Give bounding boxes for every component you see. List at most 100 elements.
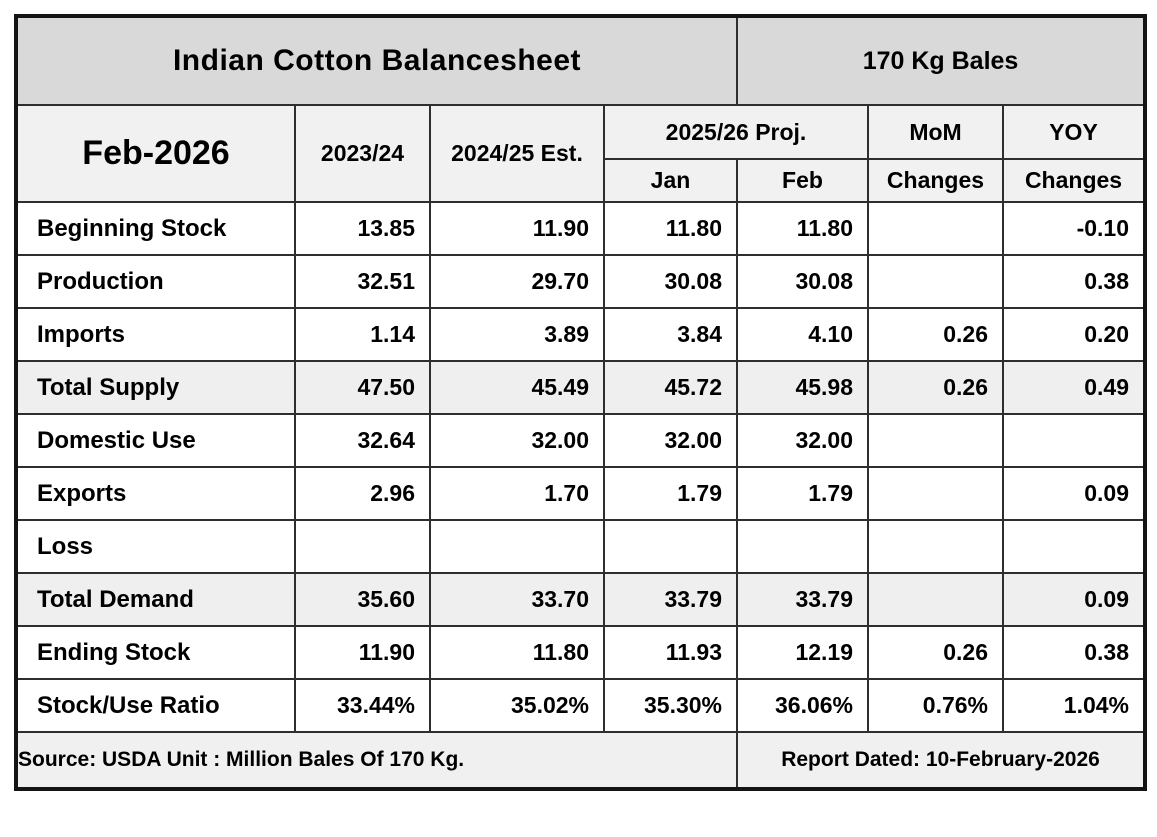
cell-2024-25: 11.90 — [429, 201, 605, 256]
row-label: Beginning Stock — [15, 201, 296, 256]
cell-feb — [736, 519, 869, 574]
column-header-yoy-changes: Changes — [1001, 158, 1147, 203]
cell-yoy: 0.20 — [1001, 307, 1147, 362]
cell-2023-24 — [294, 519, 431, 574]
cell-yoy: -0.10 — [1001, 201, 1147, 256]
table-row-total-supply: Total Supply 47.50 45.49 45.72 45.98 0.2… — [15, 360, 1147, 415]
cell-jan: 35.30% — [603, 678, 738, 733]
cell-yoy: 0.09 — [1001, 466, 1147, 521]
cell-yoy: 1.04% — [1001, 678, 1147, 733]
cell-yoy — [1001, 413, 1147, 468]
cell-jan: 45.72 — [603, 360, 738, 415]
cell-feb: 1.79 — [736, 466, 869, 521]
cell-feb: 45.98 — [736, 360, 869, 415]
cell-2024-25: 29.70 — [429, 254, 605, 309]
row-label: Total Supply — [15, 360, 296, 415]
column-header-2025-26-proj: 2025/26 Proj. — [603, 104, 869, 160]
cell-jan: 32.00 — [603, 413, 738, 468]
cell-mom: 0.76% — [867, 678, 1004, 733]
cell-feb: 33.79 — [736, 572, 869, 627]
cell-yoy: 0.38 — [1001, 254, 1147, 309]
cell-2023-24: 33.44% — [294, 678, 431, 733]
cell-2023-24: 47.50 — [294, 360, 431, 415]
cell-2024-25: 35.02% — [429, 678, 605, 733]
cell-mom — [867, 572, 1004, 627]
row-label: Ending Stock — [15, 625, 296, 680]
cell-2023-24: 11.90 — [294, 625, 431, 680]
cell-mom — [867, 201, 1004, 256]
cell-yoy — [1001, 519, 1147, 574]
table-row-domestic-use: Domestic Use 32.64 32.00 32.00 32.00 — [15, 413, 1147, 468]
cell-2024-25: 33.70 — [429, 572, 605, 627]
cell-2023-24: 32.64 — [294, 413, 431, 468]
row-label: Exports — [15, 466, 296, 521]
cell-feb: 36.06% — [736, 678, 869, 733]
cell-2024-25 — [429, 519, 605, 574]
cell-yoy: 0.09 — [1001, 572, 1147, 627]
column-header-mom-changes: Changes — [867, 158, 1004, 203]
column-header-2023-24: 2023/24 — [294, 104, 431, 203]
cell-jan: 11.93 — [603, 625, 738, 680]
table-row-loss: Loss — [15, 519, 1147, 574]
column-header-jan: Jan — [603, 158, 738, 203]
column-header-yoy: YOY — [1001, 104, 1147, 160]
cell-2024-25: 45.49 — [429, 360, 605, 415]
cell-mom — [867, 413, 1004, 468]
header-row-top: Feb-2026 2023/24 2024/25 Est. 2025/26 Pr… — [15, 104, 1147, 203]
cell-feb: 32.00 — [736, 413, 869, 468]
cell-2023-24: 1.14 — [294, 307, 431, 362]
title-row: Indian Cotton Balancesheet 170 Kg Bales — [15, 15, 1147, 106]
table-row-imports: Imports 1.14 3.89 3.84 4.10 0.26 0.20 — [15, 307, 1147, 362]
cell-yoy: 0.49 — [1001, 360, 1147, 415]
cell-mom: 0.26 — [867, 625, 1004, 680]
cell-feb: 12.19 — [736, 625, 869, 680]
cell-mom — [867, 519, 1004, 574]
row-label: Domestic Use — [15, 413, 296, 468]
cell-mom: 0.26 — [867, 307, 1004, 362]
cotton-balancesheet-table: Indian Cotton Balancesheet 170 Kg Bales … — [14, 14, 1148, 791]
cell-feb: 30.08 — [736, 254, 869, 309]
table-row-production: Production 32.51 29.70 30.08 30.08 0.38 — [15, 254, 1147, 309]
column-header-2024-25: 2024/25 Est. — [429, 104, 605, 203]
report-date: Report Dated: 10-February-2026 — [735, 731, 1147, 790]
cell-mom — [867, 254, 1004, 309]
cell-2024-25: 1.70 — [429, 466, 605, 521]
column-header-mom: MoM — [867, 104, 1004, 160]
cell-2024-25: 11.80 — [429, 625, 605, 680]
cell-jan: 3.84 — [603, 307, 738, 362]
cell-jan: 30.08 — [603, 254, 738, 309]
cell-2023-24: 2.96 — [294, 466, 431, 521]
source-note: Source: USDA Unit : Million Bales Of 170… — [15, 731, 738, 790]
row-label: Total Demand — [15, 572, 296, 627]
table-row-stock-use-ratio: Stock/Use Ratio 33.44% 35.02% 35.30% 36.… — [15, 678, 1147, 733]
cell-2023-24: 35.60 — [294, 572, 431, 627]
table-row-beginning-stock: Beginning Stock 13.85 11.90 11.80 11.80 … — [15, 201, 1147, 256]
column-header-feb: Feb — [736, 158, 869, 203]
header-row-sub: Jan Feb Changes Changes — [16, 158, 1147, 203]
cell-2024-25: 3.89 — [429, 307, 605, 362]
row-label: Production — [15, 254, 296, 309]
page-title: Indian Cotton Balancesheet — [15, 15, 738, 106]
balancesheet-container: Indian Cotton Balancesheet 170 Kg Bales … — [14, 14, 1148, 791]
report-month-label: Feb-2026 — [15, 104, 296, 203]
cell-2023-24: 13.85 — [294, 201, 431, 256]
table-row-exports: Exports 2.96 1.70 1.79 1.79 0.09 — [15, 466, 1147, 521]
cell-jan: 11.80 — [603, 201, 738, 256]
row-label: Stock/Use Ratio — [15, 678, 296, 733]
cell-feb: 4.10 — [736, 307, 869, 362]
cell-jan: 1.79 — [603, 466, 738, 521]
cell-2023-24: 32.51 — [294, 254, 431, 309]
cell-mom — [867, 466, 1004, 521]
cell-2024-25: 32.00 — [429, 413, 605, 468]
cell-jan — [603, 519, 738, 574]
footer-row: Source: USDA Unit : Million Bales Of 170… — [15, 731, 1147, 790]
cell-jan: 33.79 — [603, 572, 738, 627]
cell-feb: 11.80 — [736, 201, 869, 256]
unit-badge: 170 Kg Bales — [735, 15, 1147, 106]
table-row-total-demand: Total Demand 35.60 33.70 33.79 33.79 0.0… — [15, 572, 1147, 627]
row-label: Loss — [15, 519, 296, 574]
cell-mom: 0.26 — [867, 360, 1004, 415]
table-row-ending-stock: Ending Stock 11.90 11.80 11.93 12.19 0.2… — [15, 625, 1147, 680]
row-label: Imports — [15, 307, 296, 362]
cell-yoy: 0.38 — [1001, 625, 1147, 680]
